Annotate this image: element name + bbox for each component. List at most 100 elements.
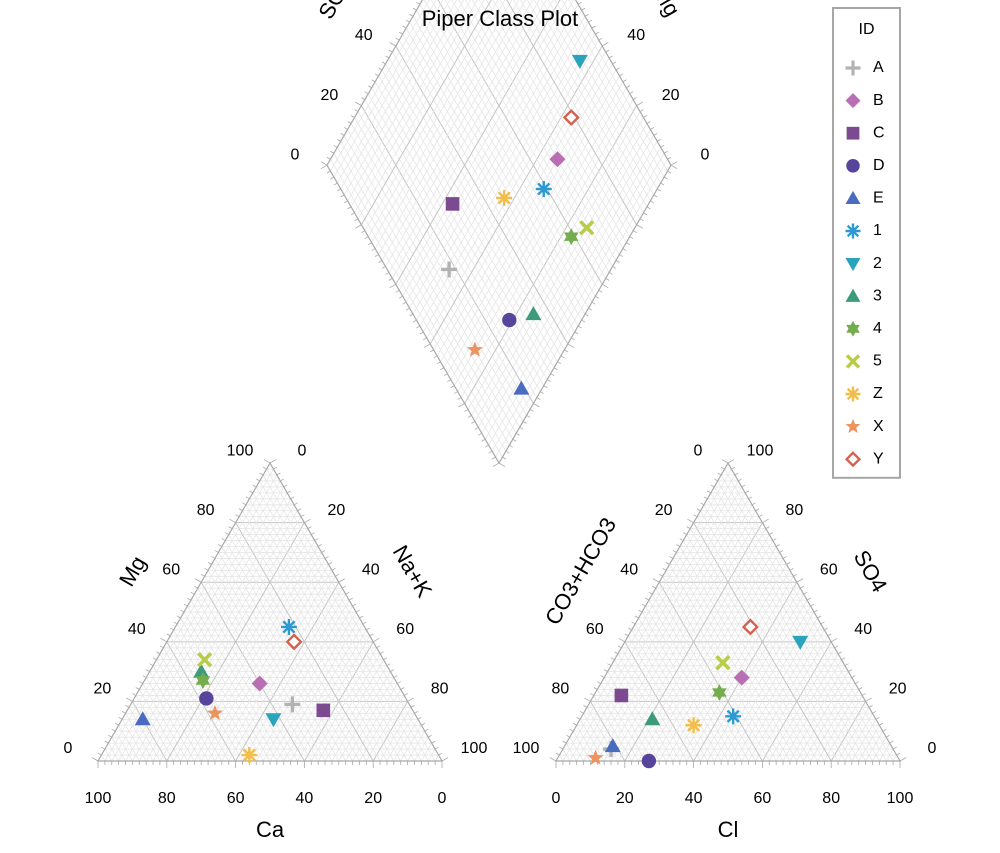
legend-label-a: A [873,59,884,76]
tick-label-nak: 0 [298,442,307,459]
tick-label-mg: 20 [94,681,112,698]
point-anion-1 [725,708,742,725]
axis-label-ca: Ca [256,817,285,842]
legend-title: ID [859,21,875,38]
tick-label-so4: 80 [786,502,804,519]
point-anion-e [604,738,621,753]
legend-label-4: 4 [873,320,882,337]
tick-label-mg: 80 [197,502,215,519]
tick-label-ca: 60 [227,790,245,807]
legend-label-y: Y [873,450,884,467]
point-anion-3 [644,711,661,726]
tick-label-so4cl: 40 [355,27,373,44]
point-diamond-5 [579,220,595,236]
legend-label-1: 1 [873,222,882,239]
legend-marker-5 [845,354,861,369]
diamond-frame [326,0,672,465]
legend-marker-d [846,159,860,173]
legend-label-e: E [873,190,884,207]
axis-label-cl: Cl [718,817,739,842]
point-diamond-1 [535,181,552,198]
tick-label-co3: 100 [513,740,540,757]
tick-label-co3: 60 [586,621,604,638]
point-cation-c [316,703,331,718]
point-anion-4 [712,684,727,701]
legend-label-5: 5 [873,353,882,370]
axis-label-so4: SO4 [849,546,893,597]
tick-label-so4: 60 [820,561,838,578]
point-anion-x [587,749,604,765]
point-cation-3 [193,663,210,678]
tick-label-camg: 20 [662,87,680,104]
legend-marker-a [845,60,861,76]
point-diamond-c [445,197,460,211]
legend-label-c: C [873,124,885,141]
axis-label-layer: Ca Cl Mg Na+K SO4 SO4+Cl Ca+Mg CO3+HCO3 [114,0,892,842]
tick-label-mg: 40 [128,621,146,638]
axis-label-mg: Mg [114,552,151,591]
point-diamond-y [562,109,580,127]
point-layer [134,54,809,769]
legend-marker-e [845,190,861,205]
tick-label-cl: 40 [685,790,703,807]
point-diamond-4 [563,228,579,246]
tick-label-cl: 20 [616,790,634,807]
point-diamond-2 [571,54,588,69]
tick-label-ca: 100 [85,790,112,807]
tick-label-co3: 80 [552,681,570,698]
tick-layer: 1000001000010080202020802020806040404060… [64,27,937,807]
tick-label-co3: 0 [694,442,703,459]
point-anion-5 [715,655,731,671]
point-diamond-d [502,312,517,328]
tick-label-cl: 100 [887,790,914,807]
tick-label-mg: 60 [162,561,180,578]
point-anion-y [741,618,759,636]
tick-label-camg: 0 [701,146,710,163]
point-diamond-x [466,341,483,357]
legend-marker-2 [845,257,861,272]
legend-label-b: B [873,92,884,109]
tick-label-mg: 0 [64,740,73,757]
legend-label-z: Z [873,385,883,402]
point-anion-z [685,717,702,734]
point-cation-d [199,691,214,706]
point-diamond-e [513,380,530,395]
tick-label-so4cl: 20 [321,87,339,104]
point-cation-b [251,675,268,692]
tick-label-nak: 100 [461,740,488,757]
point-diamond-3 [525,306,542,321]
axis-label-so4cl: SO4+Cl [313,0,373,23]
legend-marker-z [845,386,861,402]
legend-marker-1 [845,223,861,239]
point-diamond-a [441,261,458,278]
tick-label-ca: 40 [296,790,314,807]
legend-label-2: 2 [873,255,882,272]
point-cation-x [206,704,223,721]
legend-label-x: X [873,418,884,435]
tick-label-cl: 80 [822,790,840,807]
tick-label-cl: 0 [552,790,561,807]
legend-marker-3 [845,288,861,302]
tick-label-nak: 60 [396,621,414,638]
tick-label-ca: 0 [438,790,447,807]
tick-label-ca: 20 [364,790,382,807]
point-anion-c [614,688,629,703]
tick-label-so4: 20 [889,681,907,698]
legend-label-3: 3 [873,287,882,304]
tick-label-cl: 60 [754,790,772,807]
frame-layer [91,0,907,768]
legend-marker-b [845,93,861,109]
legend-label-d: D [873,157,885,174]
axis-label-co3hco3: CO3+HCO3 [540,513,621,629]
point-diamond-z [496,189,513,206]
legend-marker-c [846,126,860,140]
point-cation-1 [280,618,297,635]
point-diamond-b [549,151,566,168]
tick-label-camg: 40 [627,27,645,44]
point-cation-a [284,696,301,713]
tick-label-nak: 20 [328,502,346,519]
point-cation-y [285,633,303,651]
grid-layer [101,0,897,762]
